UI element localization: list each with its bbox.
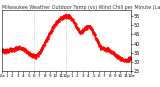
Text: Milwaukee Weather Outdoor Temp (vs) Wind Chill per Minute (Last 24 Hours): Milwaukee Weather Outdoor Temp (vs) Wind… (2, 5, 160, 10)
